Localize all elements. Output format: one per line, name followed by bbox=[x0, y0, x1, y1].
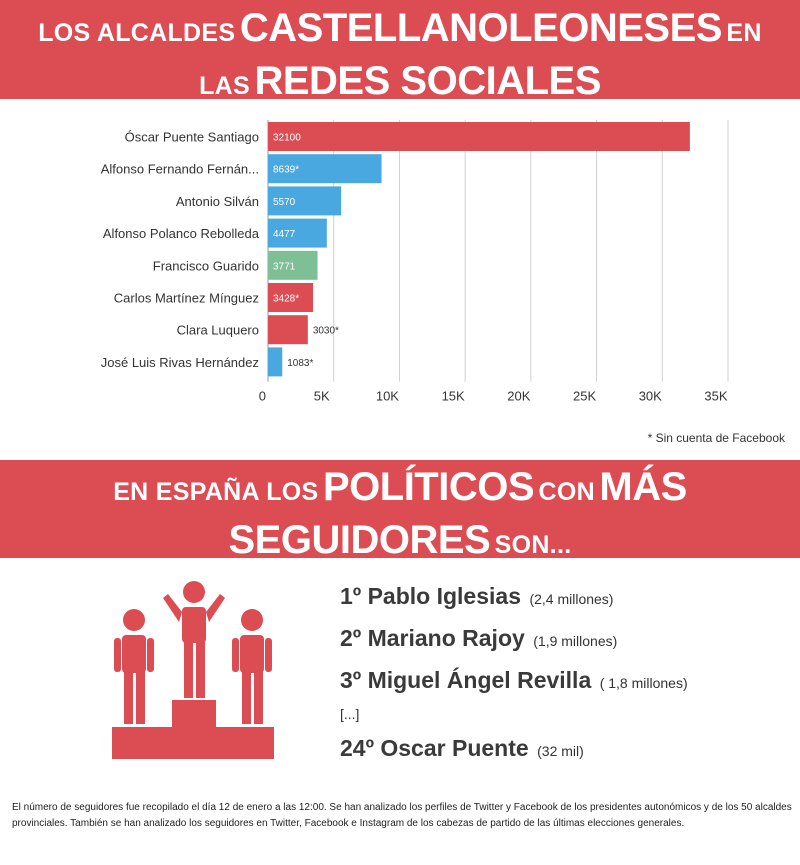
data-label: 5570 bbox=[273, 197, 296, 208]
ranking-item: 3º Miguel Ángel Revilla ( 1,8 millones) bbox=[340, 659, 688, 701]
tick-label: 35K bbox=[704, 389, 727, 404]
methodology-note: El número de seguidores fue recopilado e… bbox=[12, 802, 792, 829]
banner2-text-2a: seguidores bbox=[228, 518, 491, 562]
politicians-banner: En España los políticos con más seguidor… bbox=[0, 460, 800, 562]
header-text-1c: en bbox=[726, 19, 762, 47]
tick-label: 0 bbox=[259, 389, 266, 404]
banner2-text-1b: políticos bbox=[322, 465, 535, 509]
tick-label: 20K bbox=[507, 389, 530, 404]
ranking-name: 24º Oscar Puente bbox=[340, 735, 529, 761]
header-text-1b: castellanoleoneses bbox=[239, 6, 723, 50]
header-text-1a: Los alcaldes bbox=[38, 19, 236, 47]
category-label: Alfonso Fernando Fernán... bbox=[101, 162, 259, 177]
data-label: 8639* bbox=[273, 165, 299, 176]
banner2-text-1c: con bbox=[538, 478, 595, 506]
bar bbox=[268, 250, 318, 280]
category-label: Carlos Martínez Mínguez bbox=[114, 291, 259, 306]
bar bbox=[268, 218, 327, 248]
category-label: Óscar Puente Santiago bbox=[125, 130, 259, 145]
category-label: José Luis Rivas Hernández bbox=[101, 355, 259, 370]
ranking-name: 1º Pablo Iglesias bbox=[340, 583, 521, 609]
category-label: Antonio Silván bbox=[176, 194, 259, 209]
ranking-followers: (2,4 millones) bbox=[529, 591, 614, 607]
tick-label: 10K bbox=[376, 389, 399, 404]
bar bbox=[268, 122, 690, 151]
ranking-followers: (1,9 millones) bbox=[533, 633, 618, 649]
data-label: 3771 bbox=[273, 261, 296, 272]
banner2-text-1d: más bbox=[599, 465, 687, 509]
data-label: 1083* bbox=[287, 358, 313, 369]
data-label: 3428* bbox=[273, 294, 299, 305]
tick-label: 15K bbox=[442, 389, 465, 404]
header-text-2a: las bbox=[199, 72, 251, 100]
podium-icon bbox=[112, 581, 274, 759]
tick-label: 30K bbox=[639, 389, 662, 404]
ranking-item: 2º Mariano Rajoy (1,9 millones) bbox=[340, 617, 688, 659]
bar bbox=[268, 154, 382, 184]
header-text-2b: redes sociales bbox=[254, 59, 601, 103]
ranking-name: 2º Mariano Rajoy bbox=[340, 625, 525, 651]
ranking-list: 1º Pablo Iglesias (2,4 millones) 2º Mari… bbox=[340, 575, 688, 769]
banner2-text-2b: son... bbox=[494, 531, 572, 559]
ranking-item: 1º Pablo Iglesias (2,4 millones) bbox=[340, 575, 688, 617]
ranking-followers: (32 mil) bbox=[537, 743, 584, 759]
data-label: 4477 bbox=[273, 229, 296, 240]
ranking-ellipsis: [...] bbox=[340, 706, 360, 722]
footnote: * Sin cuenta de Facebook bbox=[647, 431, 785, 445]
category-label: Francisco Guarido bbox=[153, 258, 259, 273]
ranking-followers: ( 1,8 millones) bbox=[599, 675, 688, 691]
bar bbox=[268, 283, 314, 312]
bar bbox=[268, 347, 283, 377]
banner2-text-1a: En España los bbox=[113, 478, 319, 506]
bar-chart: Óscar Puente Santiago 32100 Alfonso Fernan… bbox=[101, 120, 729, 404]
bar bbox=[268, 186, 342, 216]
header-banner: Los alcaldes castellanoleoneses en las r… bbox=[0, 0, 800, 103]
data-label: 3030* bbox=[313, 326, 339, 337]
category-label: Clara Luquero bbox=[177, 323, 259, 338]
ranking-name: 3º Miguel Ángel Revilla bbox=[340, 667, 592, 693]
data-label: 32100 bbox=[273, 133, 301, 144]
bar bbox=[268, 315, 308, 345]
tick-label: 25K bbox=[573, 389, 596, 404]
ranking-item: 24º Oscar Puente (32 mil) bbox=[340, 727, 688, 769]
category-label: Alfonso Polanco Rebolleda bbox=[103, 226, 260, 241]
tick-label: 5K bbox=[314, 389, 330, 404]
